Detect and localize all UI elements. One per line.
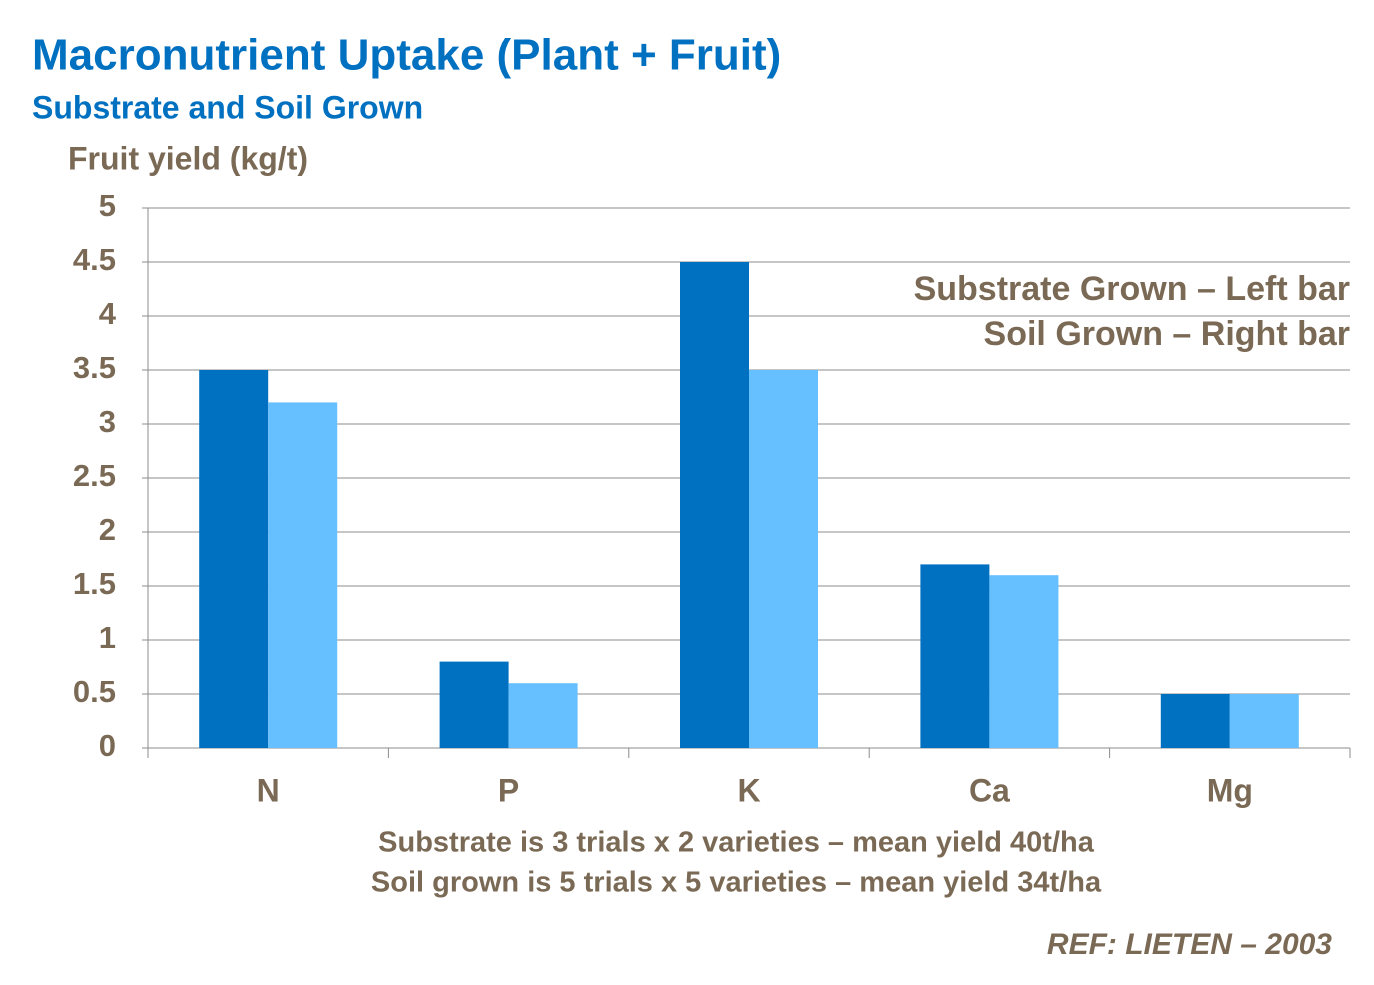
chart-title: Macronutrient Uptake (Plant + Fruit) xyxy=(32,31,781,80)
bar xyxy=(1160,694,1230,748)
bar xyxy=(199,370,269,748)
x-tick-label: K xyxy=(737,772,760,808)
y-tick-label: 5 xyxy=(99,188,116,223)
y-tick-label: 1.5 xyxy=(73,566,116,601)
y-tick-label: 4 xyxy=(99,296,117,331)
bar xyxy=(749,370,818,748)
annotation: Soil Grown – Right bar xyxy=(984,315,1350,353)
note: Substrate is 3 trials x 2 varieties – me… xyxy=(378,827,1095,859)
y-tick-label: 2.5 xyxy=(73,458,116,493)
y-tick-label: 4.5 xyxy=(73,242,116,277)
bar xyxy=(920,564,990,748)
bar xyxy=(989,575,1059,748)
y-tick-label: 3 xyxy=(99,404,116,439)
bar xyxy=(680,262,749,748)
reference: REF: LIETEN – 2003 xyxy=(1047,928,1332,961)
x-tick-label: P xyxy=(498,772,519,808)
annotation: Substrate Grown – Left bar xyxy=(914,270,1350,308)
y-tick-label: 2 xyxy=(99,512,116,547)
y-axis-label: Fruit yield (kg/t) xyxy=(68,140,308,176)
y-tick-label: 1 xyxy=(99,620,116,655)
bar xyxy=(508,683,578,748)
x-tick-label: Ca xyxy=(969,772,1010,808)
y-tick-label: 0 xyxy=(99,728,116,763)
chart-subtitle: Substrate and Soil Grown xyxy=(32,89,423,125)
y-tick-label: 0.5 xyxy=(73,674,116,709)
y-tick-label: 3.5 xyxy=(73,350,116,385)
bar xyxy=(268,402,338,748)
note: Soil grown is 5 trials x 5 varieties – m… xyxy=(371,867,1102,899)
bar xyxy=(1229,694,1299,748)
x-tick-label: N xyxy=(257,772,280,808)
x-tick-label: Mg xyxy=(1207,772,1253,808)
bar xyxy=(439,661,509,748)
